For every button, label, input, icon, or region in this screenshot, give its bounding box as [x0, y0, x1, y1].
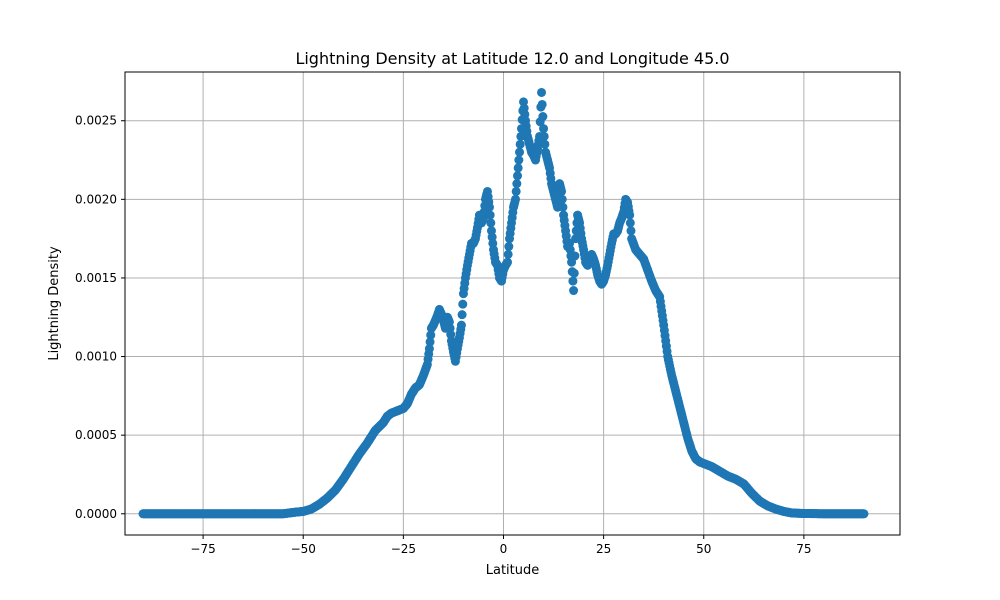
data-point [626, 226, 636, 236]
data-point [425, 337, 435, 347]
data-point [540, 139, 550, 149]
x-tick-label: 50 [696, 542, 711, 556]
data-point [503, 249, 513, 259]
data-point [511, 186, 521, 196]
data-point [512, 179, 522, 189]
y-axis-ticks: 0.0000 0.0005 0.0010 0.0015 0.0020 0.0025 [75, 114, 125, 521]
y-tick-label: 0.0020 [75, 192, 117, 206]
data-point [539, 131, 549, 141]
data-point [569, 286, 579, 296]
data-point [515, 147, 525, 157]
data-point [514, 155, 524, 165]
x-tick-label: −25 [391, 542, 416, 556]
data-points [138, 87, 869, 519]
x-tick-label: 0 [500, 542, 508, 556]
data-point [569, 268, 579, 278]
data-point [625, 210, 635, 220]
data-point [557, 194, 567, 204]
data-point [458, 299, 468, 309]
data-point [570, 251, 580, 261]
data-point [457, 310, 467, 320]
data-point [625, 218, 635, 228]
plot-frame [124, 71, 901, 536]
data-point [539, 124, 549, 134]
y-tick-label: 0.0015 [75, 271, 117, 285]
data-point [537, 99, 547, 109]
data-point [502, 257, 512, 267]
y-tick-label: 0.0025 [75, 114, 117, 128]
data-point [538, 112, 548, 122]
x-tick-label: 25 [596, 542, 611, 556]
data-point [515, 139, 525, 149]
chart-title: Lightning Density at Latitude 12.0 and L… [295, 49, 729, 68]
y-axis-label: Lightning Density [47, 246, 62, 361]
x-axis-ticks: −75 −50 −25 0 25 50 75 [190, 535, 812, 556]
x-tick-label: −75 [190, 542, 215, 556]
y-tick-label: 0.0010 [75, 350, 117, 364]
data-point [504, 242, 514, 252]
data-point [513, 163, 523, 173]
data-point [486, 218, 496, 228]
data-point [456, 320, 466, 330]
data-point [859, 509, 869, 519]
x-tick-label: −50 [291, 542, 316, 556]
data-point [568, 276, 578, 286]
data-point [511, 194, 520, 204]
data-point [485, 210, 495, 220]
data-point [557, 186, 567, 196]
grid-lines [125, 72, 900, 535]
data-point [558, 202, 568, 212]
data-point [426, 330, 436, 340]
y-tick-label: 0.0005 [75, 428, 117, 442]
data-point [513, 171, 523, 181]
data-point [484, 202, 494, 212]
data-point [424, 344, 434, 354]
x-axis-label: Latitude [486, 563, 540, 578]
y-tick-label: 0.0000 [75, 507, 117, 521]
data-point [516, 131, 526, 141]
data-point [537, 87, 547, 97]
x-tick-label: 75 [796, 542, 811, 556]
